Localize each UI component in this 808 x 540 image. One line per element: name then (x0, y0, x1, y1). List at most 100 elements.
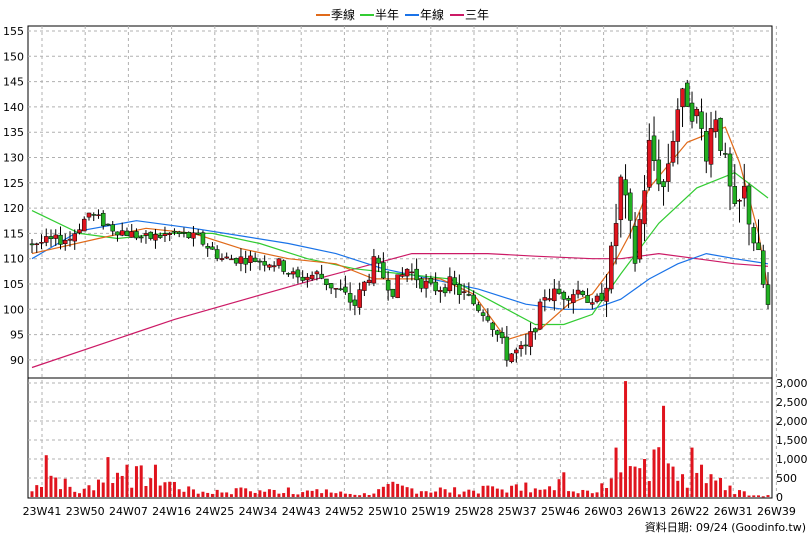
x-tick-label: 25W19 (411, 505, 450, 518)
candle-body (647, 139, 652, 188)
candle-body (400, 274, 405, 277)
candle-body (305, 276, 310, 281)
candle-body (162, 233, 168, 236)
volume-bar (377, 489, 381, 497)
candle-body (219, 258, 225, 260)
price-tick-label: 105 (3, 278, 24, 291)
volume-bar (481, 485, 485, 497)
candle-body (670, 141, 676, 163)
candle-body (533, 328, 538, 333)
candle-body (224, 256, 229, 259)
volume-bar (491, 486, 495, 497)
candle-body (680, 88, 685, 108)
candle-body (328, 283, 334, 289)
candle-body (514, 349, 519, 354)
volume-bar (120, 475, 124, 497)
volume-bar (210, 493, 214, 497)
volume-axis: 3,000 2,500 2,000 1,500 1,000 500 0 (776, 377, 808, 504)
candle-body (552, 288, 557, 302)
volume-bar (353, 494, 357, 497)
x-tick-label: 24W16 (152, 505, 191, 518)
volume-bar (82, 488, 86, 497)
candle-body (442, 287, 448, 294)
price-axis: 155 150 145 140 135 130 125 120 115 110 105 100 95 90 (3, 25, 24, 367)
volume-bar (738, 490, 742, 497)
volume-bar (115, 472, 119, 497)
volume-bar (643, 459, 647, 497)
volume-bar (614, 447, 618, 497)
volume-bar (619, 472, 623, 497)
candle-body (53, 234, 58, 239)
volume-bar (714, 480, 718, 497)
candle-body (675, 109, 681, 142)
candle-body (727, 153, 733, 187)
volume-bar (343, 493, 347, 497)
volume-bar (429, 492, 433, 497)
x-tick-label: 26W22 (671, 505, 710, 518)
volume-bar (733, 494, 737, 497)
volume-bar (524, 482, 528, 497)
candle-body (229, 258, 234, 261)
candle-body (471, 294, 476, 305)
volume-bar (225, 492, 229, 497)
volume-bar (690, 447, 694, 497)
candle-body (290, 271, 296, 275)
volume-bar (685, 487, 689, 497)
candle-body (115, 231, 120, 236)
candle-body (286, 272, 291, 275)
candle-body (157, 235, 163, 238)
candle-body (457, 284, 462, 295)
volume-bar (638, 468, 642, 497)
volume-bar (704, 483, 708, 497)
candle-body (195, 232, 201, 235)
candle-body (495, 330, 500, 335)
volume-bar (647, 481, 651, 497)
volume-bar (182, 491, 186, 497)
volume-bar (505, 492, 509, 497)
volume-bar (158, 485, 162, 497)
candle-body (461, 291, 467, 293)
candle-body (761, 250, 766, 285)
candle-body (319, 273, 324, 279)
candle-body (371, 256, 377, 284)
volume-bar (149, 478, 153, 497)
candle-body (124, 230, 130, 237)
candle-body (765, 284, 771, 305)
volume-bars (30, 381, 770, 498)
candlesticks (29, 79, 771, 367)
volume-bar (206, 492, 210, 497)
volume-bar (709, 474, 713, 497)
candle-body (523, 344, 529, 347)
volume-bar (187, 486, 191, 497)
candle-body (48, 236, 54, 239)
volume-bar (229, 494, 233, 497)
volume-bar (244, 488, 248, 497)
legend-item-3yr: 三年 (450, 8, 489, 22)
volume-bar (728, 485, 732, 497)
candle-body (746, 185, 752, 225)
candle-body (433, 281, 438, 292)
candle-body (366, 279, 372, 283)
volume-bar (510, 485, 514, 497)
volume-bar (410, 488, 414, 497)
candle-body (281, 260, 286, 272)
candle-body (324, 278, 329, 286)
volume-bar (277, 493, 281, 497)
volume-bar (467, 489, 471, 497)
candle-body (604, 287, 609, 302)
legend: 季線 半年 年線 三年 (316, 7, 489, 22)
volume-bar (700, 464, 704, 497)
candle-body (704, 131, 709, 162)
candle-body (138, 236, 144, 239)
volume-bar (92, 490, 96, 497)
volume-bar (600, 483, 604, 497)
candle-body (751, 227, 757, 244)
volume-bar (267, 489, 271, 497)
candle-body (143, 233, 149, 236)
volume-bar (153, 464, 157, 497)
three-year-ma-line (31, 252, 769, 369)
volume-bar (296, 494, 300, 497)
volume-bar (671, 466, 675, 497)
volume-tick-label: 1,000 (776, 453, 808, 466)
volume-bar (533, 488, 537, 497)
